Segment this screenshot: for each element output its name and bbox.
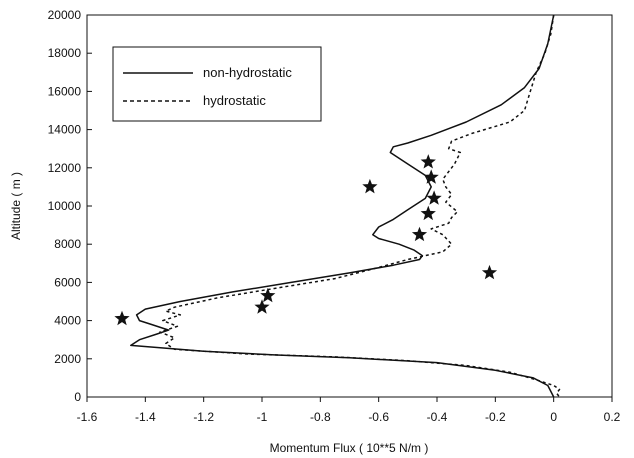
star-marker <box>426 190 442 205</box>
x-tick-label: -1.2 <box>193 410 214 424</box>
y-tick-label: 20000 <box>48 8 82 22</box>
star-marker <box>254 299 270 314</box>
series-line-hydrostatic <box>159 14 561 398</box>
x-tick-label: -0.4 <box>427 410 448 424</box>
x-tick-label: 0.2 <box>604 410 621 424</box>
x-axis-title: Momentum Flux ( 10**5 N/m ) <box>270 441 429 455</box>
legend-label-hydrostatic: hydrostatic <box>203 93 266 108</box>
star-marker <box>481 264 498 280</box>
y-tick-label: 8000 <box>54 237 81 251</box>
y-axis-title: Altitude ( m ) <box>9 172 23 240</box>
star-marker <box>260 287 276 303</box>
x-tick-label: -0.2 <box>485 410 506 424</box>
star-markers <box>114 154 498 326</box>
series-lines <box>130 14 561 398</box>
legend-box <box>112 46 322 122</box>
star-marker <box>114 310 130 326</box>
y-tick-label: 16000 <box>48 84 82 98</box>
y-tick-label: 12000 <box>48 161 82 175</box>
legend-label-non-hydrostatic: non-hydrostatic <box>203 65 292 80</box>
y-tick-label: 2000 <box>54 352 81 366</box>
x-tick-label: -0.8 <box>310 410 331 424</box>
x-tick-label: -0.6 <box>368 410 389 424</box>
axis-ticks: -1.6 -1.4 -1.2 -1 -0.8 -0.6 -0.4 -0.2 0 0.2 0 2000 4… <box>48 8 621 424</box>
x-tick-label: -1.6 <box>77 410 98 424</box>
y-tick-label: 14000 <box>48 123 82 137</box>
star-marker <box>362 178 378 194</box>
legend: non-hydrostatic hydrostatic <box>112 46 322 122</box>
y-tick-label: 6000 <box>54 275 81 289</box>
x-tick-label: -1.4 <box>135 410 156 424</box>
star-marker <box>420 154 436 169</box>
y-tick-label: 0 <box>74 390 81 404</box>
star-marker <box>411 226 428 242</box>
y-tick-label: 10000 <box>48 199 82 213</box>
y-tick-label: 18000 <box>48 46 82 60</box>
star-marker <box>420 205 436 221</box>
star-marker <box>423 169 439 184</box>
x-tick-label: -1 <box>257 410 268 424</box>
y-tick-label: 4000 <box>54 314 81 328</box>
x-tick-label: 0 <box>550 410 557 424</box>
